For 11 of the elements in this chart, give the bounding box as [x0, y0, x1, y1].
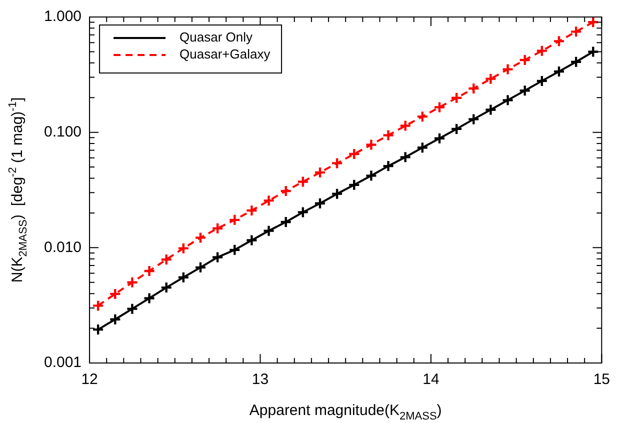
x-tick-label: 14	[422, 371, 440, 388]
x-tick-label: 12	[81, 371, 98, 388]
y-tick-label: 0.100	[44, 123, 82, 140]
x-tick-label: 13	[252, 371, 269, 388]
x-tick-label: 15	[593, 371, 610, 388]
legend-label: Quasar Only	[180, 30, 254, 45]
y-tick-label: 1.000	[44, 8, 82, 26]
legend-label: Quasar+Galaxy	[180, 46, 271, 62]
y-tick-label: 0.001	[44, 354, 82, 372]
y-axis-title: N(K2MASS) [deg-2 (1 mag)-1]	[7, 97, 30, 283]
y-tick-label: 0.010	[44, 238, 82, 256]
